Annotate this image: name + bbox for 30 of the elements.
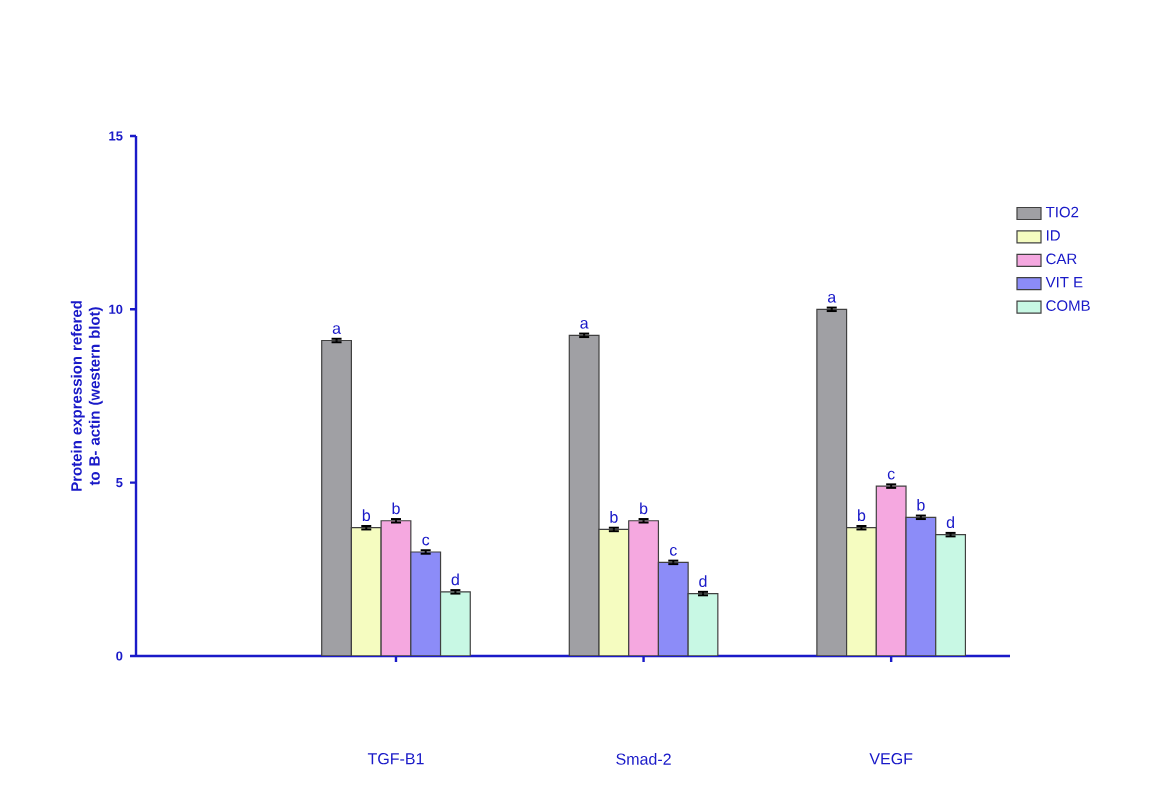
data-label: b <box>610 511 618 523</box>
bar <box>628 520 660 656</box>
bar <box>380 520 412 656</box>
data-label: a <box>332 325 342 334</box>
data-label: c <box>669 547 677 556</box>
bar <box>687 592 719 656</box>
bar <box>935 534 967 656</box>
bar <box>350 527 382 656</box>
bar <box>568 334 600 656</box>
data-label: b <box>392 502 400 515</box>
bar <box>321 339 353 656</box>
data-label: a <box>580 319 589 329</box>
data-label: d <box>946 516 954 529</box>
data-label: b <box>362 509 371 522</box>
data-label: a <box>827 293 837 303</box>
data-label: d <box>699 575 707 587</box>
bar <box>875 485 907 656</box>
data-label: b <box>858 509 866 522</box>
data-label: b <box>640 502 648 515</box>
bar <box>598 528 630 656</box>
bar <box>439 591 471 656</box>
data-label: c <box>887 470 895 480</box>
bar <box>816 308 848 656</box>
x-tick-label: TGF-B1 <box>367 753 424 765</box>
bar <box>845 527 877 656</box>
data-label: b <box>917 498 925 511</box>
x-tick-label: Smad-2 <box>616 753 671 765</box>
x-tick-label: VEGF <box>869 753 913 765</box>
data-label: c <box>422 536 430 546</box>
data-label: d <box>451 573 459 586</box>
